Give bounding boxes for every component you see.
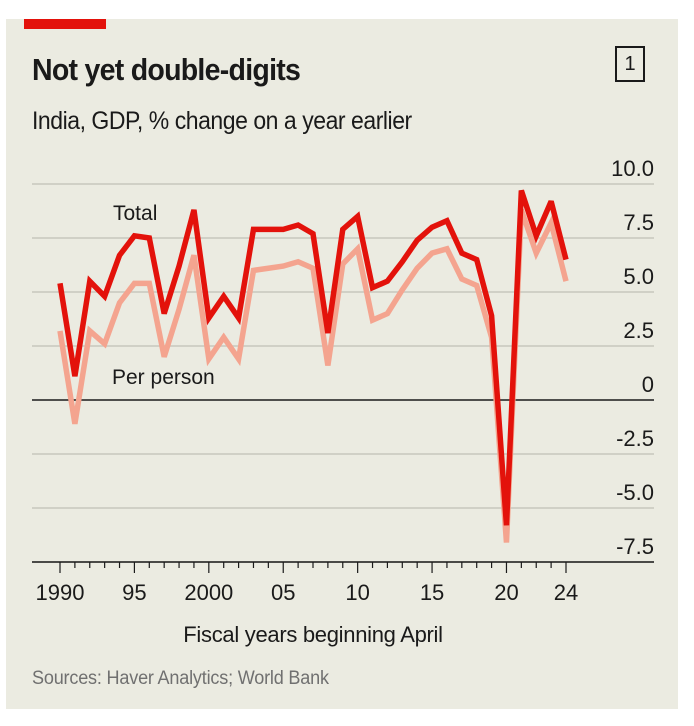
x-axis-label: Fiscal years beginning April	[183, 622, 443, 647]
x-tick-label: 1990	[36, 580, 85, 605]
x-tick-label: 15	[420, 580, 444, 605]
chart-subtitle: India, GDP, % change on a year earlier	[32, 107, 412, 135]
brand-red-bar	[24, 19, 106, 29]
y-tick-label: 10.0	[611, 156, 654, 181]
y-tick-label: 7.5	[623, 210, 654, 235]
y-tick-label: -7.5	[616, 534, 654, 559]
annotation-total: Total	[113, 202, 157, 225]
chart-number-badge: 1	[615, 46, 645, 82]
x-tick-label: 2000	[184, 580, 233, 605]
annotation-per-person: Per person	[112, 366, 215, 389]
x-tick-label: 24	[554, 580, 578, 605]
y-tick-label: 2.5	[623, 318, 654, 343]
source-note: Sources: Haver Analytics; World Bank	[32, 668, 329, 689]
y-tick-label: 5.0	[623, 264, 654, 289]
chart-title: Not yet double-digits	[32, 52, 301, 87]
y-tick-label: 0	[642, 372, 654, 397]
chart-panel	[6, 19, 678, 709]
x-tick-label: 10	[345, 580, 369, 605]
series-line-total	[57, 189, 569, 526]
x-tick-label: 05	[271, 580, 295, 605]
y-tick-label: -5.0	[616, 480, 654, 505]
x-tick-label: 95	[122, 580, 146, 605]
series-line-per-person	[57, 209, 569, 543]
y-tick-label: -2.5	[616, 426, 654, 451]
x-tick-label: 20	[494, 580, 518, 605]
